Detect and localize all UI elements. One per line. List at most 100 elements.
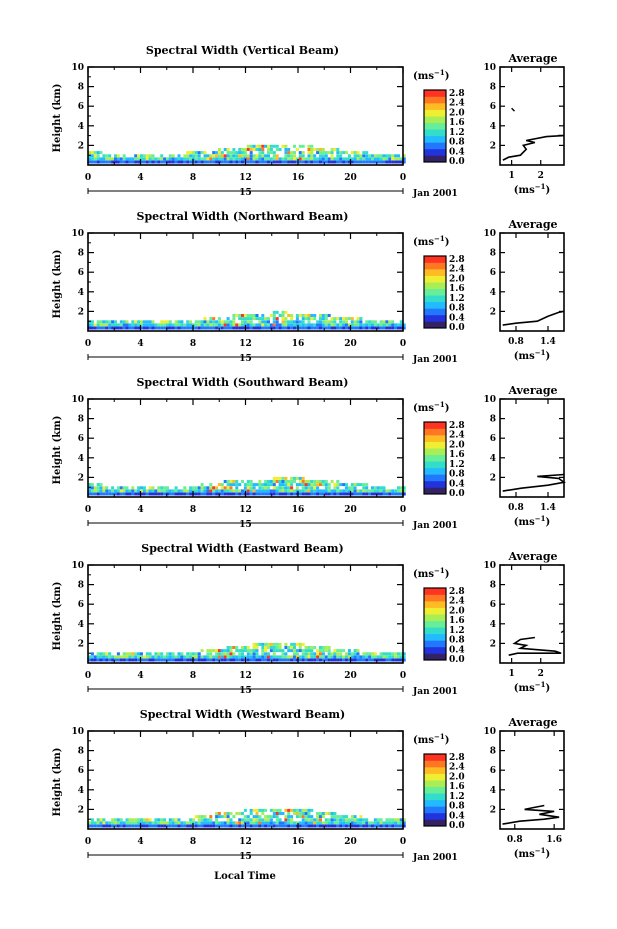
heat-cell bbox=[356, 154, 360, 158]
heat-cell bbox=[356, 489, 360, 493]
heat-cell bbox=[267, 323, 270, 327]
colorbar-tick-label: 1.2 bbox=[449, 294, 465, 304]
colorbar-unit-exponent: −1 bbox=[434, 400, 445, 409]
heat-cell bbox=[229, 480, 233, 483]
heat-cell bbox=[209, 658, 213, 662]
heat-cell bbox=[371, 320, 374, 324]
heat-cell bbox=[301, 486, 305, 490]
heat-cell bbox=[137, 320, 141, 324]
heat-cell bbox=[267, 642, 270, 646]
heat-cell bbox=[215, 815, 219, 819]
heat-cell bbox=[125, 652, 129, 656]
heat-cell bbox=[336, 492, 340, 496]
heat-cell bbox=[255, 818, 259, 822]
heat-cell bbox=[284, 824, 288, 828]
heat-cell bbox=[362, 658, 366, 662]
heat-cell bbox=[116, 154, 120, 158]
heat-cell bbox=[168, 821, 172, 825]
heat-cell bbox=[194, 824, 198, 828]
heat-cell bbox=[350, 815, 354, 819]
heat-cell bbox=[353, 486, 357, 490]
heat-cell bbox=[96, 323, 100, 327]
heat-cell bbox=[160, 818, 164, 822]
heat-cell bbox=[267, 148, 270, 151]
heat-cell bbox=[99, 658, 103, 662]
heat-cell bbox=[281, 476, 285, 480]
heat-cell bbox=[394, 818, 398, 822]
heat-cell bbox=[264, 646, 268, 649]
heat-cell bbox=[131, 658, 135, 662]
heat-cell bbox=[151, 824, 155, 828]
heat-cell bbox=[295, 486, 299, 490]
heat-cell bbox=[388, 154, 392, 158]
heat-cell bbox=[379, 658, 383, 662]
colorbar-tick-label: 0.4 bbox=[449, 313, 465, 323]
heat-cell bbox=[140, 658, 143, 662]
heat-cell bbox=[88, 489, 91, 493]
heat-cell bbox=[206, 658, 210, 662]
heat-cell bbox=[324, 326, 328, 330]
heat-cell bbox=[310, 824, 314, 828]
heat-cell bbox=[275, 476, 279, 480]
heat-cell bbox=[284, 310, 288, 314]
heat-cell bbox=[362, 818, 366, 822]
heat-cell bbox=[307, 314, 311, 317]
heat-cell bbox=[261, 649, 265, 653]
heat-cell bbox=[284, 658, 288, 662]
heat-cell bbox=[342, 649, 346, 653]
heat-cell bbox=[197, 824, 201, 828]
heat-cell bbox=[402, 489, 406, 493]
heat-cell bbox=[168, 824, 172, 828]
heat-cell bbox=[339, 655, 343, 659]
heat-cell bbox=[229, 658, 233, 662]
heat-cell bbox=[371, 326, 374, 330]
heat-cell bbox=[385, 492, 389, 496]
y-tick-label: 8 bbox=[78, 415, 84, 425]
heat-cell bbox=[385, 652, 389, 656]
heat-cell bbox=[402, 160, 406, 164]
heat-cell bbox=[177, 818, 181, 822]
heat-cell bbox=[183, 492, 187, 496]
x-tick-label: 20 bbox=[344, 339, 357, 349]
heat-cell bbox=[258, 821, 262, 825]
heat-cell bbox=[278, 157, 282, 161]
colorbar-frame bbox=[423, 421, 447, 495]
heat-cell bbox=[180, 655, 184, 659]
heat-cell bbox=[243, 821, 247, 825]
heat-cell bbox=[333, 489, 337, 493]
heat-cell bbox=[119, 658, 123, 662]
heat-cell bbox=[373, 824, 377, 828]
heat-cell bbox=[290, 314, 294, 317]
heat-cell bbox=[232, 480, 236, 483]
heat-cell bbox=[287, 821, 291, 825]
heat-cell bbox=[203, 154, 207, 158]
heat-cell bbox=[333, 649, 337, 653]
heat-cell bbox=[137, 824, 141, 828]
heat-cell bbox=[125, 323, 129, 327]
heat-cell bbox=[330, 317, 334, 321]
heat-cell bbox=[293, 642, 296, 646]
colorbar-frame bbox=[423, 89, 447, 163]
heat-cell bbox=[177, 320, 181, 324]
heat-cell bbox=[275, 642, 279, 646]
panels-group: Spectral Width (Vertical Beam)Height (km… bbox=[52, 44, 566, 863]
heat-cell bbox=[223, 323, 227, 327]
heat-cell bbox=[336, 317, 340, 321]
heat-cell bbox=[154, 492, 158, 496]
x-tick-label: 0 bbox=[85, 837, 91, 847]
heat-cell bbox=[287, 815, 291, 819]
heat-cell bbox=[174, 326, 178, 330]
heat-cell bbox=[246, 652, 250, 656]
heat-cell bbox=[313, 492, 317, 496]
heat-cell bbox=[333, 483, 337, 487]
heat-cell bbox=[189, 323, 193, 327]
heat-cell bbox=[145, 320, 149, 324]
heat-cell bbox=[261, 320, 265, 324]
y-tick-label: 6 bbox=[78, 766, 84, 776]
heat-cell bbox=[290, 480, 294, 483]
heat-cell bbox=[269, 821, 273, 825]
heat-cell bbox=[197, 320, 201, 324]
y-tick-label: 2 bbox=[78, 307, 84, 317]
heat-cell bbox=[278, 658, 282, 662]
heat-cell bbox=[304, 483, 308, 487]
